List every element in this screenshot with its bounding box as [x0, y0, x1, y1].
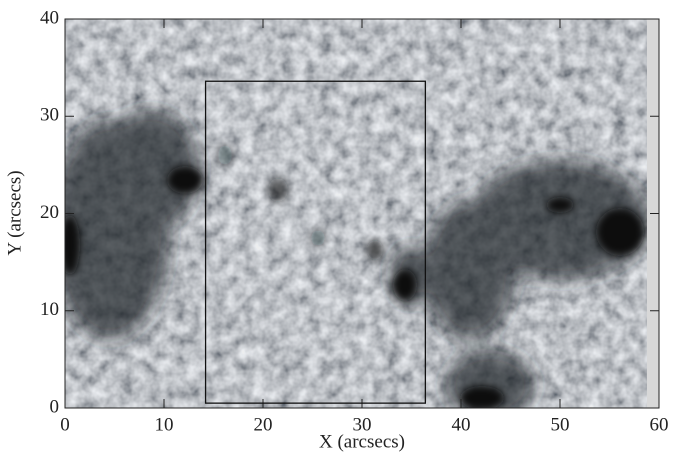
- x-axis-label: X (arcsecs): [319, 431, 405, 452]
- x-tick-label: 40: [452, 414, 471, 435]
- x-tick-label: 60: [650, 414, 669, 435]
- solar-image: [65, 19, 659, 408]
- y-tick-label: 10: [40, 299, 59, 320]
- y-tick-label: 40: [40, 7, 59, 28]
- x-tick-label: 50: [551, 414, 570, 435]
- region-box: [204, 80, 427, 404]
- y-tick-label: 20: [40, 202, 59, 223]
- x-tick-label: 0: [60, 414, 70, 435]
- x-tick-label: 30: [353, 414, 372, 435]
- x-tick-label: 20: [254, 414, 273, 435]
- y-tick-label: 30: [40, 105, 59, 126]
- x-tick-label: 10: [155, 414, 174, 435]
- y-tick-label: 0: [50, 396, 60, 417]
- y-axis-label: Y (arcsecs): [4, 170, 25, 255]
